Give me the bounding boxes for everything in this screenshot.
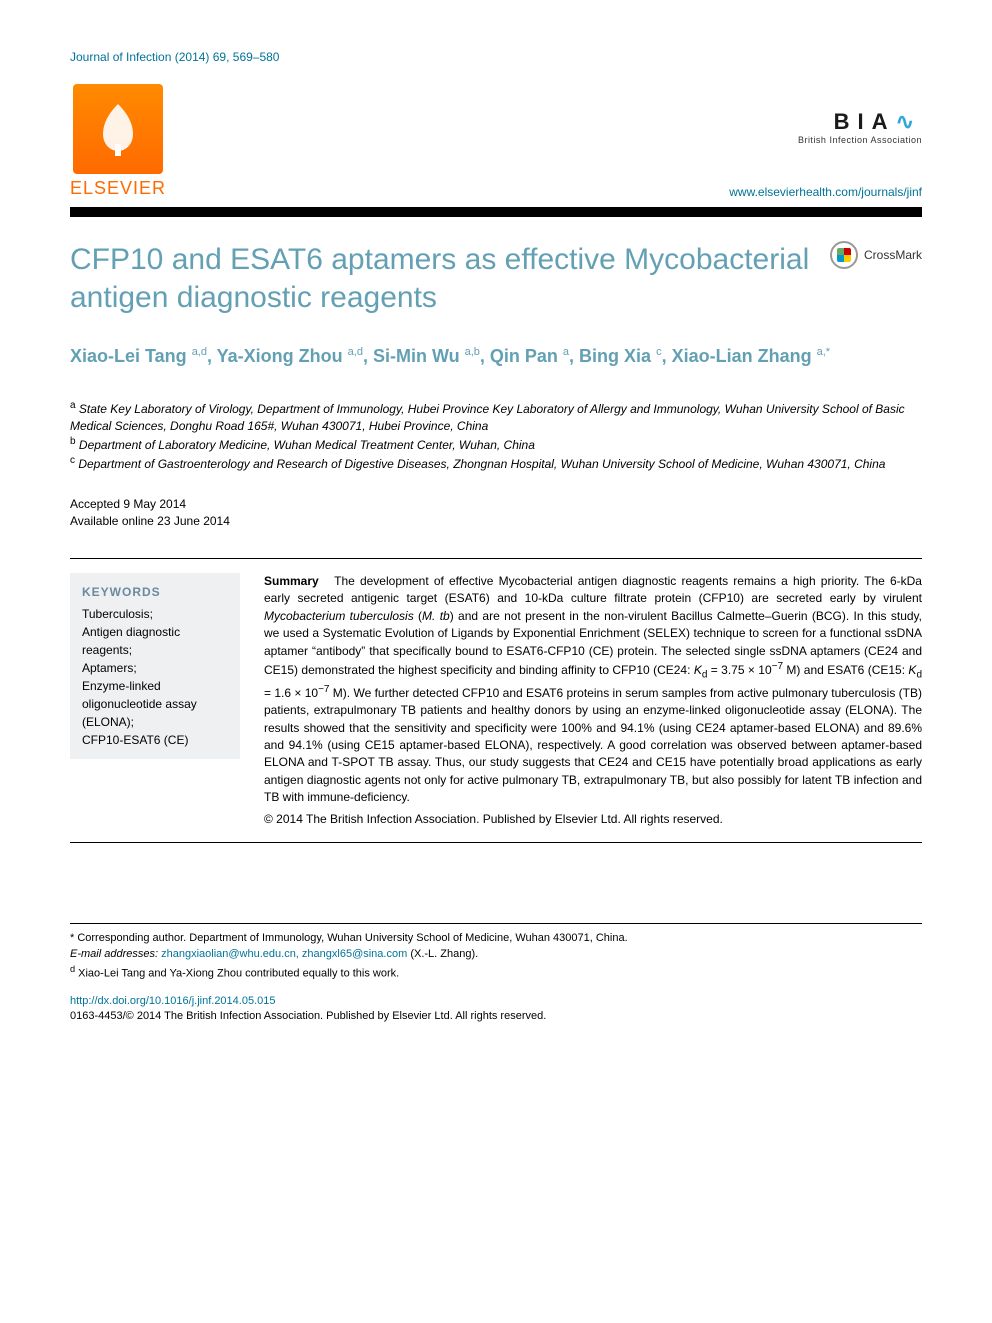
keyword-item: Tuberculosis; [82,605,228,623]
affil-text: Department of Laboratory Medicine, Wuhan… [79,438,535,452]
affiliation: b Department of Laboratory Medicine, Wuh… [70,435,922,454]
equal-sup: d [70,964,75,974]
affil-sup: a [70,400,76,411]
email-line: E-mail addresses: zhangxiaolian@whu.edu.… [70,946,922,963]
affil-text: Department of Gastroenterology and Resea… [78,457,885,471]
corresponding-author-note: * Corresponding author. Department of Im… [70,930,922,947]
bia-text: BIA [834,109,896,134]
crossmark-badge[interactable]: CrossMark [830,241,922,269]
accepted-date: Accepted 9 May 2014 [70,496,922,513]
keywords-box: KEYWORDS Tuberculosis; Antigen diagnosti… [70,573,240,759]
keyword-item: CFP10-ESAT6 (CE) [82,731,228,749]
affiliation: c Department of Gastroenterology and Res… [70,454,922,473]
abstract-block: KEYWORDS Tuberculosis; Antigen diagnosti… [70,558,922,843]
footnotes-block: * Corresponding author. Department of Im… [70,923,922,982]
summary-body: The development of effective Mycobacteri… [264,574,922,804]
article-title: CFP10 and ESAT6 aptamers as effective My… [70,241,830,316]
summary-copyright: © 2014 The British Infection Association… [264,811,922,828]
summary-lead: Summary [264,574,319,588]
affil-text: State Key Laboratory of Virology, Depart… [70,402,905,433]
author-email-link[interactable]: zhangxiaolian@whu.edu.cn, zhangxl65@sina… [161,948,407,960]
keyword-item: Enzyme-linked oligonucleotide assay (ELO… [82,677,228,731]
author-list: Xiao-Lei Tang a,d, Ya-Xiong Zhou a,d, Si… [70,344,922,369]
affil-sup: b [70,436,76,447]
equal-text: Xiao-Lei Tang and Ya-Xiong Zhou contribu… [78,968,399,980]
crossmark-label: CrossMark [864,248,922,262]
email-label: E-mail addresses: [70,948,158,960]
email-suffix: (X.-L. Zhang). [410,948,478,960]
online-date: Available online 23 June 2014 [70,513,922,530]
equal-contribution-note: d Xiao-Lei Tang and Ya-Xiong Zhou contri… [70,963,922,982]
affiliations-block: a State Key Laboratory of Virology, Depa… [70,399,922,472]
publication-dates: Accepted 9 May 2014 Available online 23 … [70,496,922,530]
doi-block: http://dx.doi.org/10.1016/j.jinf.2014.05… [70,994,922,1025]
crossmark-icon [830,241,858,269]
publisher-name: ELSEVIER [70,178,166,199]
keyword-item: Aptamers; [82,659,228,677]
keywords-heading: KEYWORDS [82,583,228,601]
association-subtitle: British Infection Association [729,135,922,145]
publisher-logo: ELSEVIER [70,84,166,199]
affil-sup: c [70,455,75,466]
keyword-item: Antigen diagnostic reagents; [82,623,228,659]
elsevier-tree-icon [73,84,163,174]
summary-column: Summary The development of effective Myc… [264,573,922,828]
association-logo: BIA∿ British Infection Association [729,109,922,145]
affiliation: a State Key Laboratory of Virology, Depa… [70,399,922,435]
doi-link[interactable]: http://dx.doi.org/10.1016/j.jinf.2014.05… [70,995,276,1007]
header-row: ELSEVIER BIA∿ British Infection Associat… [70,84,922,199]
journal-url-link[interactable]: www.elsevierhealth.com/journals/jinf [729,185,922,199]
divider-thick [70,207,922,217]
running-head: Journal of Infection (2014) 69, 569–580 [70,50,922,64]
bia-wave-icon: ∿ [896,109,922,134]
issn-copyright-line: 0163-4453/© 2014 The British Infection A… [70,1009,922,1024]
